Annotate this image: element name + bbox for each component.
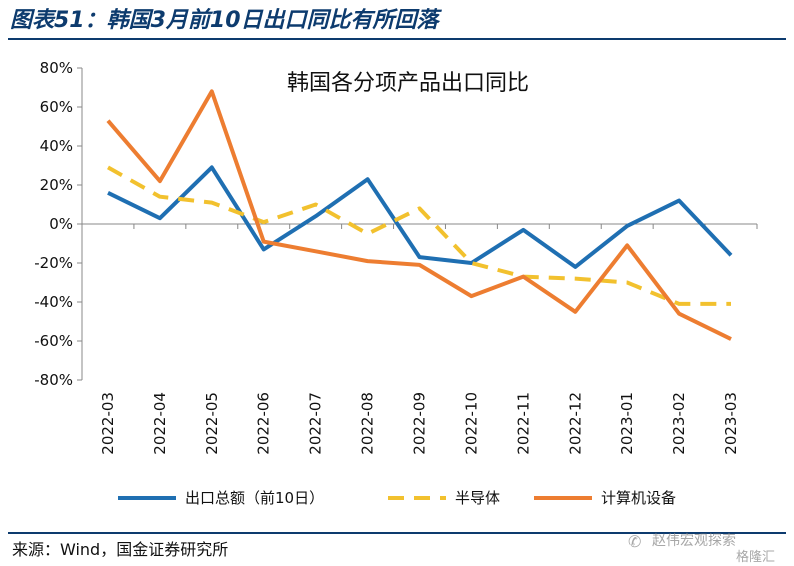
wechat-icon: ✆ (628, 532, 642, 551)
y-tick-label: 0% (49, 215, 73, 233)
legend-label-2: 计算机设备 (601, 489, 676, 507)
y-tick-label: -40% (34, 293, 73, 311)
x-tick-label: 2022-11 (514, 392, 532, 455)
series-layer (106, 89, 733, 341)
legend-label-1: 半导体 (455, 489, 500, 507)
x-tick-label: 2022-07 (307, 392, 325, 455)
watermark-line2: 格隆汇 (736, 550, 776, 565)
y-tick-label: 80% (40, 59, 73, 77)
legend-label-0: 出口总额（前10日） (185, 489, 324, 507)
y-tick-label: 60% (40, 98, 73, 116)
y-tick-label: 40% (40, 137, 73, 155)
watermark-line1: 赵伟宏观探索 (652, 533, 736, 549)
series-line-0 (107, 165, 733, 269)
series-line-2 (106, 89, 732, 341)
export-yoy-line-chart: 韩国各分项产品出口同比 80% 60% 40% 20% 0% -20% -40% -60% -8… (34, 59, 758, 507)
chart-legend: 出口总额（前10日） 半导体 计算机设备 (118, 489, 676, 507)
y-tick-label: -20% (34, 254, 73, 272)
x-tick-label: 2023-03 (722, 392, 740, 455)
x-tick-label: 2023-01 (618, 392, 636, 455)
chart-inner-title: 韩国各分项产品出口同比 (287, 71, 529, 96)
title-divider (8, 38, 786, 40)
x-tick-label: 2022-10 (462, 392, 480, 455)
x-tick-label: 2022-06 (255, 392, 273, 455)
watermark: ✆ 赵伟宏观探索 格隆汇 (628, 530, 788, 565)
x-tick-label: 2022-09 (411, 392, 429, 455)
y-tick-label: -80% (34, 371, 73, 389)
x-tick-label: 2022-03 (99, 392, 117, 455)
figure-title: 图表51：韩国3月前10日出口同比有所回落 (10, 8, 439, 33)
x-tick-label: 2022-05 (203, 392, 221, 455)
x-tick-label: 2022-12 (566, 392, 584, 455)
x-tick-label: 2023-02 (670, 392, 688, 455)
chart-axes: 80% 60% 40% 20% 0% -20% -40% -60% -80% 2022-03 202… (34, 59, 758, 455)
x-tick-label: 2022-04 (151, 392, 169, 455)
series-line-1 (107, 165, 731, 306)
source-note: 来源：Wind，国金证券研究所 (12, 540, 229, 559)
source-divider (8, 532, 786, 534)
y-tick-label: -60% (34, 332, 73, 350)
y-tick-label: 20% (40, 176, 73, 194)
x-tick-label: 2022-08 (359, 392, 377, 455)
